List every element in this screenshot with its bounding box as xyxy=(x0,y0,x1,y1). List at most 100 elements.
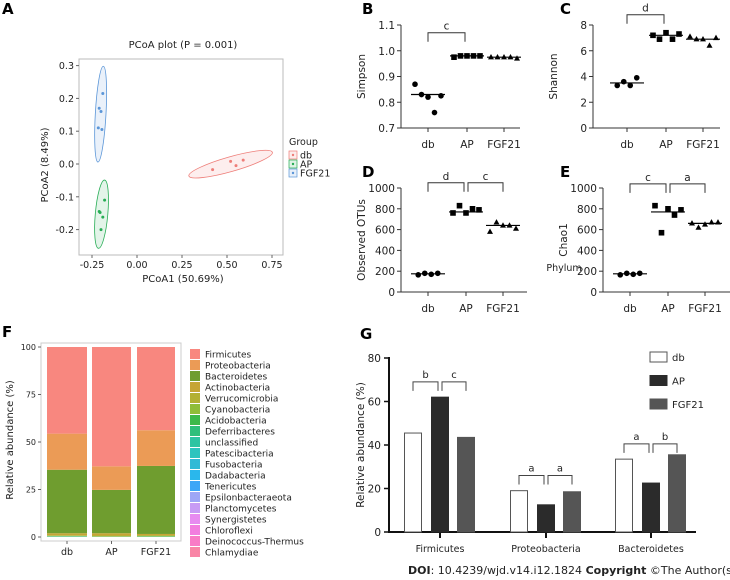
legend-label: Acidobacteria xyxy=(205,417,267,427)
point-ap xyxy=(469,206,476,212)
x-tick-label: 0.25 xyxy=(171,260,192,271)
point-ap xyxy=(103,198,107,202)
point-fgf21 xyxy=(487,228,493,234)
point-ap xyxy=(663,29,669,36)
y-tick-label: 0.2 xyxy=(59,94,74,105)
point-ap xyxy=(656,36,663,42)
y-tick-label: 0.8 xyxy=(378,97,395,109)
point-ap xyxy=(99,228,103,232)
point-db xyxy=(229,159,233,163)
significance-label: c xyxy=(645,172,651,184)
point-db xyxy=(431,109,438,116)
y-tick-label: -0.2 xyxy=(55,225,74,236)
x-tick-label: db xyxy=(61,547,73,558)
significance-bracket xyxy=(518,474,545,485)
legend-key-dadabacteria xyxy=(190,470,200,480)
significance-bracket xyxy=(626,14,665,24)
legend-key-bacteroidetes xyxy=(190,371,200,381)
point-ap xyxy=(678,207,684,213)
plot-frame xyxy=(78,58,284,256)
point-fgf21 xyxy=(514,55,520,61)
y-axis-label: Relative abundance (%) xyxy=(5,380,16,500)
bar-segment-actinobacteria xyxy=(47,533,87,536)
x-tick-label: 0.75 xyxy=(261,260,282,271)
legend-label: Tenericutes xyxy=(204,483,257,493)
legend-key-cyanobacteria xyxy=(190,404,200,414)
y-tick-label: 0 xyxy=(388,287,395,299)
legend-label: Bacteroidetes xyxy=(205,373,268,383)
significance-label: b xyxy=(662,432,668,443)
y-tick-label: 200 xyxy=(375,266,395,278)
x-tick-label: Bacteroidetes xyxy=(618,544,684,555)
point-fgf21 xyxy=(513,225,519,231)
x-tick-label: AP xyxy=(661,303,675,315)
bar-segment-firmicutes xyxy=(47,347,87,434)
point-ap xyxy=(652,202,658,209)
chart-layer: PCoA plot (P = 0.001)-0.25 0.00 0.25 0.50 0.… xyxy=(5,3,730,559)
copyright-label: Copyright xyxy=(586,564,647,577)
bar-segment-bacteroidetes xyxy=(92,489,131,534)
legend-key-synergistetes xyxy=(190,514,200,524)
point-fgf21 xyxy=(706,42,713,48)
y-tick-label: 1000 xyxy=(570,183,597,195)
bar-db xyxy=(615,458,633,533)
x-tick-label: db xyxy=(623,303,637,315)
legend-key-fusobacteria xyxy=(190,459,200,469)
point-fgf21 xyxy=(493,219,500,225)
copyright-value: ©The Author(s) 2023. xyxy=(646,564,730,577)
point-fgf21 xyxy=(99,110,103,114)
significance-bracket xyxy=(652,443,678,453)
x-tick-label: 0.50 xyxy=(216,260,237,271)
legend-label: Proteobacteria xyxy=(205,362,271,372)
significance-label: a xyxy=(557,463,563,474)
point-db xyxy=(617,272,624,278)
point-ap xyxy=(665,206,671,212)
point-fgf21 xyxy=(695,224,702,230)
y-tick-label: 75 xyxy=(26,391,36,400)
point-db xyxy=(627,82,634,89)
legend-key-actinobacteria xyxy=(190,382,200,392)
significance-bracket xyxy=(669,183,706,193)
bar-segment-verrucomicrobia xyxy=(137,535,175,537)
significance-label: a xyxy=(684,172,690,184)
dot-plot-e: 0 200 400 600 800 1000 Chao1 db AP FGF21 c a xyxy=(558,172,730,315)
dot-plot-c: 0 2 4 6 8 Shannon db AP FGF21 d xyxy=(548,3,720,151)
chart-title: Phylum xyxy=(546,263,581,274)
y-tick-label: 0.9 xyxy=(378,72,395,84)
bar-segment-bacteroidetes xyxy=(47,469,87,534)
bar-segment-bacteroidetes xyxy=(137,465,175,534)
legend-label: Cyanobacteria xyxy=(205,406,270,416)
legend-key-deinococcus-thermus xyxy=(190,536,200,546)
y-tick-label: 60 xyxy=(368,397,381,409)
point-db xyxy=(415,272,422,278)
legend-label: Deferribacteres xyxy=(205,428,275,438)
legend-key-fgf21 xyxy=(649,398,668,410)
y-tick-label: 0 xyxy=(31,533,36,542)
y-axis-label: Shannon xyxy=(548,53,560,99)
chart-title: PCoA plot (P = 0.001) xyxy=(129,40,238,51)
legend-key-verrucomicrobia xyxy=(190,393,200,403)
x-tick-label: 0.00 xyxy=(126,260,147,271)
bar-db xyxy=(510,490,528,533)
legend-key-proteobacteria xyxy=(190,360,200,370)
panel-letter-a: A xyxy=(2,0,14,18)
y-tick-label: 25 xyxy=(26,486,36,495)
significance-bracket xyxy=(547,474,573,485)
legend-key-chloroflexi xyxy=(190,525,200,535)
point-db xyxy=(425,94,431,100)
bar-segment-actinobacteria xyxy=(92,533,131,536)
y-axis-label: Chao1 xyxy=(558,223,570,257)
point-ap xyxy=(450,210,456,216)
significance-label: a xyxy=(633,432,639,443)
y-axis-label: Simpson xyxy=(356,54,368,99)
y-tick-label: 800 xyxy=(577,204,597,216)
doi-label: DOI xyxy=(408,564,431,577)
legend-key-firmicutes xyxy=(190,349,200,359)
legend-label: Patescibacteria xyxy=(205,450,274,460)
significance-label: d xyxy=(443,171,450,183)
point-ap xyxy=(451,54,457,60)
bar-fgf21 xyxy=(457,436,475,533)
stacked-bar-chart: 0 25 50 75 100 Relative abundance (%) db AP FGF2… xyxy=(5,342,304,559)
significance-bracket xyxy=(427,32,466,42)
